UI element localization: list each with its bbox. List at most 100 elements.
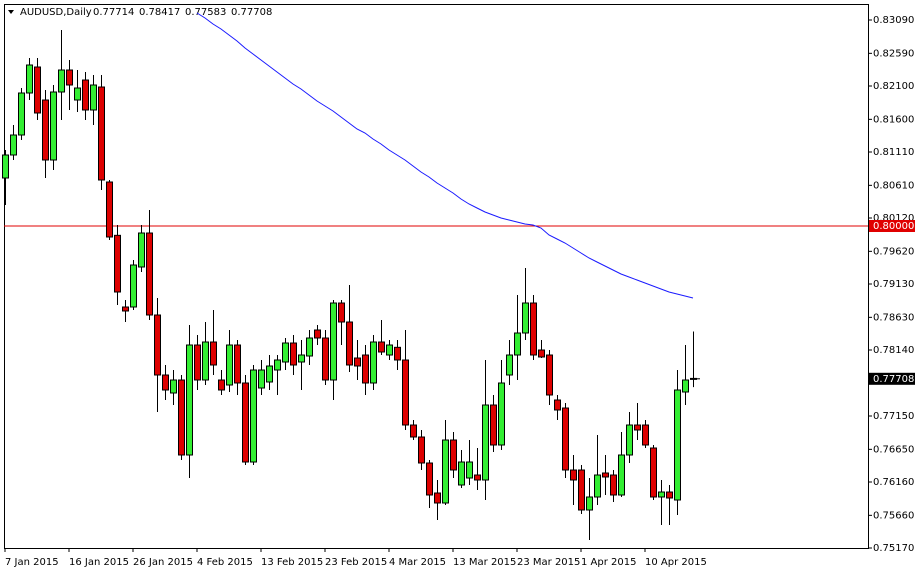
y-tick-label: 0.77150 [873, 411, 914, 422]
candle-body [594, 474, 601, 498]
candle-body [50, 91, 57, 161]
candle-body [42, 99, 49, 161]
moving-average [196, 12, 694, 299]
candle-body [514, 332, 521, 356]
candle-body [122, 306, 129, 312]
candle-body [314, 329, 321, 339]
candle-body [162, 374, 169, 391]
y-tick-label: 0.81600 [873, 114, 914, 125]
candle-body [226, 344, 233, 386]
candle-body [570, 469, 577, 481]
candle-body [74, 87, 81, 101]
candle-body [10, 134, 17, 156]
header-open: 0.77714 [93, 7, 134, 18]
y-tick-label: 0.82100 [873, 81, 914, 92]
candle-body [90, 84, 97, 111]
candle-body [602, 472, 609, 478]
candle-body [378, 341, 385, 353]
candle-body [554, 399, 561, 411]
candle-body [66, 69, 73, 86]
candle-body [474, 474, 481, 481]
candle-body [482, 404, 489, 481]
candle-body [682, 379, 689, 393]
candle-body [266, 365, 273, 383]
candle-body [530, 302, 537, 356]
candle-body [418, 436, 425, 464]
y-tick-label: 0.76650 [873, 444, 914, 455]
x-tick-label: 16 Jan 2015 [69, 557, 129, 568]
candle-body [586, 496, 593, 511]
candle-body [170, 379, 177, 394]
candle-body [298, 354, 305, 363]
level-label: 0.80000 [873, 221, 914, 232]
x-tick-label: 10 Apr 2015 [645, 557, 707, 568]
candle-body [346, 321, 353, 366]
candle-body [522, 302, 529, 334]
candle-body [354, 357, 361, 367]
y-tick-label: 0.79620 [873, 246, 914, 257]
candle-body [146, 232, 153, 316]
price-label: 0.77708 [873, 374, 914, 385]
candle-body [426, 462, 433, 496]
candle-body [114, 234, 121, 293]
candle-body [178, 379, 185, 456]
candle-body [138, 232, 145, 268]
x-tick-label: 23 Feb 2015 [325, 557, 387, 568]
candle-body [386, 344, 393, 356]
candle-body [242, 382, 249, 463]
candle-body [18, 92, 25, 136]
candle-body [330, 302, 337, 381]
candle-body [362, 354, 369, 384]
candle-body [154, 314, 161, 376]
candle-body [274, 359, 281, 371]
candle-body [658, 491, 665, 498]
candle-body [538, 349, 545, 358]
candle-body [250, 369, 257, 463]
candle-body [434, 492, 441, 504]
candle-body [626, 424, 633, 456]
candle-body [306, 337, 313, 357]
candle-body [282, 342, 289, 363]
candle-body [650, 447, 657, 498]
candle-body [194, 344, 201, 381]
x-tick-label: 1 Apr 2015 [581, 557, 636, 568]
candle-body [98, 86, 105, 181]
x-tick-label: 13 Feb 2015 [261, 557, 323, 568]
candle-body [410, 424, 417, 438]
candle-body [674, 389, 681, 501]
candle-body [618, 454, 625, 496]
candle-body [666, 491, 673, 499]
candle-body [450, 439, 457, 471]
price-label-box [869, 372, 915, 385]
candle-body [258, 369, 265, 389]
candle-body [34, 66, 41, 114]
header-high: 0.78417 [139, 7, 180, 18]
y-tick-label: 0.79130 [873, 279, 914, 290]
x-tick-label: 26 Jan 2015 [133, 557, 193, 568]
candle-body [58, 69, 65, 93]
candle-body [394, 346, 401, 361]
candle-body [490, 404, 497, 446]
y-tick-label: 0.83090 [873, 15, 914, 26]
header-low: 0.77583 [185, 7, 226, 18]
candle-body [234, 344, 241, 384]
x-tick-label: 13 Mar 2015 [453, 557, 516, 568]
y-tick-label: 0.82590 [873, 48, 914, 59]
candle-body [370, 341, 377, 384]
plot-frame [4, 4, 869, 549]
header-close: 0.77708 [231, 7, 272, 18]
candle-body [610, 474, 617, 496]
level-label-box [869, 220, 915, 232]
candle-body [338, 302, 345, 323]
candle-body [210, 341, 217, 366]
y-tick-label: 0.78630 [873, 312, 914, 323]
y-tick-label: 0.75660 [873, 510, 914, 521]
candle-body [402, 359, 409, 426]
candle-body [642, 424, 649, 446]
y-tick-label: 0.80120 [873, 213, 914, 224]
candle-body [130, 264, 137, 308]
candle-body [458, 461, 465, 486]
x-tick-label: 4 Mar 2015 [389, 557, 446, 568]
